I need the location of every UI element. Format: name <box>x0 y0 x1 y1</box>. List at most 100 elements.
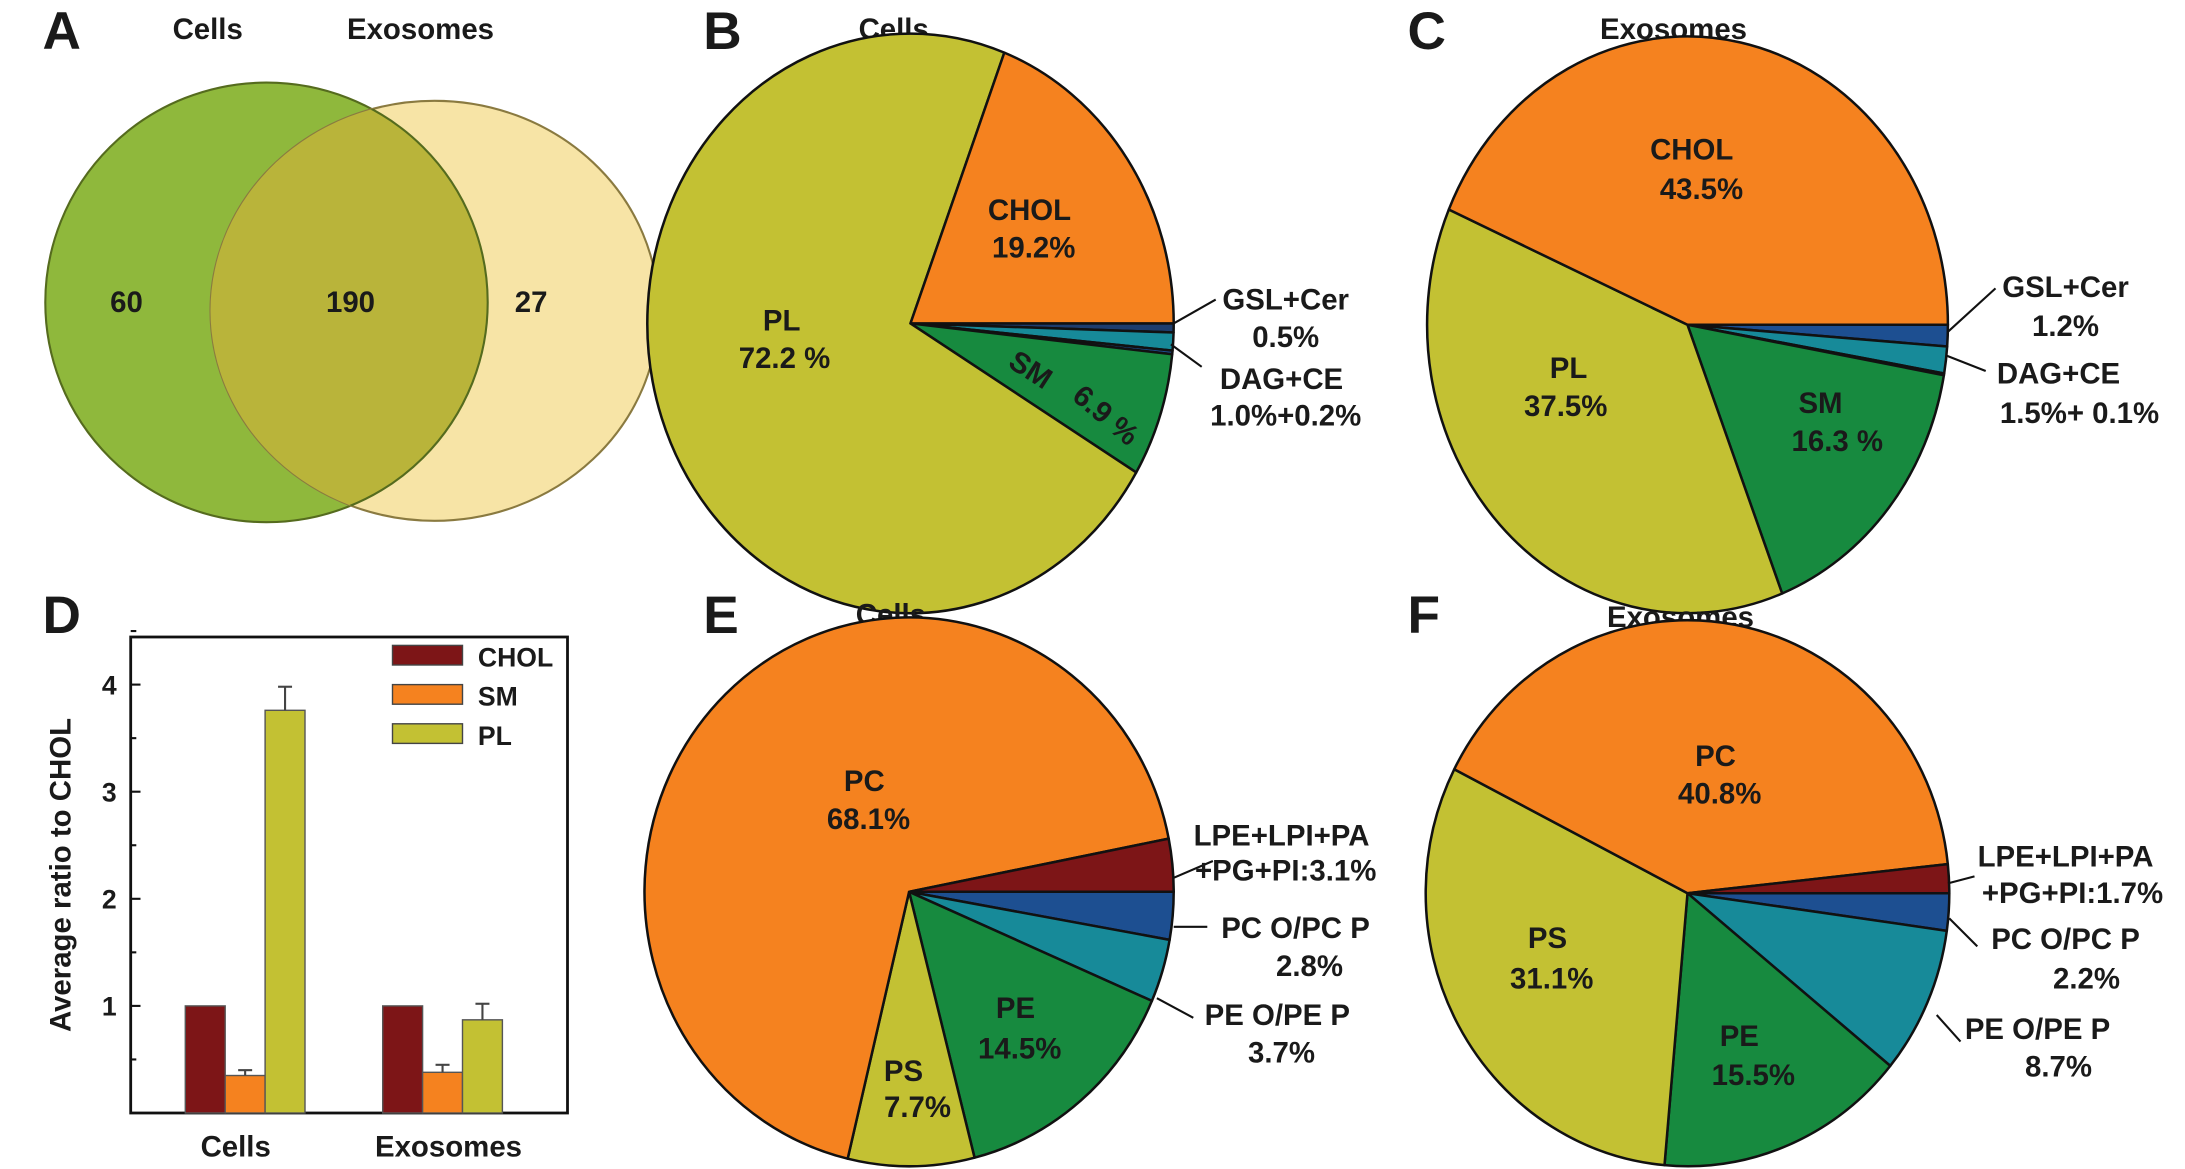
pie-slice-sm <box>909 322 1174 474</box>
y-axis: 1 2 3 4 <box>102 630 141 1061</box>
slice-value: 7.7% <box>884 1091 951 1124</box>
panel-label-a: A <box>43 2 81 61</box>
panel-label-d: D <box>43 586 81 645</box>
venn-set-label-cells: Cells <box>173 13 243 46</box>
slice-label: LPE+LPI+PA <box>1194 820 1370 853</box>
pie-slice-pe <box>1663 891 1892 1168</box>
slice-value: 1.2% <box>2032 310 2099 343</box>
slice-label: CHOL <box>1650 134 1733 167</box>
bar-chol-exosomes <box>382 1005 424 1114</box>
slice-label: PE O/PE P <box>1965 1013 2110 1046</box>
slice-label: GSL+Cer <box>2002 271 2129 304</box>
slice-value: 31.1% <box>1510 962 1593 995</box>
bar-pl-cells <box>264 709 306 1114</box>
legend-swatch-chol <box>391 644 464 666</box>
slice-label: PL <box>763 304 801 337</box>
pie-f <box>1424 618 1951 1168</box>
slice-label: PE <box>996 992 1035 1025</box>
panel-d: D Average ratio to CHOL 1 2 3 4 Cells Exoso… <box>43 586 569 1163</box>
legend-swatch-pl <box>391 723 464 745</box>
slice-label: PC O/PC P <box>1221 912 1370 945</box>
leader-line <box>1946 354 1987 372</box>
bar-sm-exosomes <box>421 1071 464 1114</box>
panel-a: A Cells Exosomes 60 190 27 <box>43 2 660 524</box>
panel-c: C Exosomes CHOL 43.5% PL 37.5% SM 16.3 %… <box>1408 2 2159 615</box>
pie-slice-lpe-lpi-pa-pg-pi <box>907 837 1175 894</box>
pie-slice-ps <box>846 890 976 1168</box>
x-tick-label: Cells <box>201 1130 271 1163</box>
pie-slice-pl <box>646 32 1138 615</box>
leader-line <box>1173 860 1214 879</box>
panel-label-c: C <box>1408 2 1446 61</box>
y-tick-label: 4 <box>102 670 117 700</box>
panel-b: B Cells CHOL 19.2% PL 72.2 % SM 6.9 % GS… <box>646 2 1361 615</box>
legend-label: PL <box>478 721 512 751</box>
y-tick-label: 2 <box>102 885 117 915</box>
slice-label: PC O/PC P <box>1991 923 2140 956</box>
slice-label: DAG+CE <box>1220 363 1343 396</box>
slice-value: 1.0%+0.2% <box>1210 400 1361 433</box>
slice-label: PC <box>844 765 885 798</box>
pie-slice-pe-o-pe-p <box>1686 891 1949 1068</box>
y-tick-label: 3 <box>102 778 117 808</box>
slice-value: 8.7% <box>2025 1051 2092 1084</box>
slice-value: 37.5% <box>1524 390 1607 423</box>
slice-value: 72.2 % <box>739 342 831 375</box>
slice-label: PS <box>884 1055 923 1088</box>
pie-c <box>1425 35 1950 615</box>
leader-line <box>1948 917 1979 948</box>
leader-line <box>1173 298 1217 325</box>
pie-slice-pe <box>907 890 1154 1159</box>
legend-swatch-sm <box>391 683 464 705</box>
bars <box>184 685 504 1114</box>
panel-label-e: E <box>703 586 738 645</box>
slice-value: 43.5% <box>1660 173 1743 206</box>
leader-line <box>1947 875 1975 885</box>
slice-value: +PG+PI:1.7% <box>1982 877 2163 910</box>
y-tick-label: 1 <box>102 992 117 1022</box>
slice-label: GSL+Cer <box>1222 283 1349 316</box>
legend: CHOL SM PL <box>391 642 553 751</box>
slice-value: 3.7% <box>1248 1037 1315 1070</box>
slice-label: LPE+LPI+PA <box>1978 841 2154 874</box>
slice-value: +PG+PI:3.1% <box>1195 855 1376 888</box>
slice-label: CHOL <box>988 194 1071 227</box>
slice-value: 40.8% <box>1678 778 1761 811</box>
slice-label: PC <box>1695 740 1736 773</box>
pie-slice-pl <box>1425 208 1784 615</box>
pie-slice-ps <box>1424 768 1689 1167</box>
slice-label: PE O/PE P <box>1205 999 1350 1032</box>
venn-set-label-exosomes: Exosomes <box>347 13 494 46</box>
slice-label: PS <box>1528 922 1567 955</box>
slice-label: SM <box>1798 387 1842 420</box>
bar-sm-cells <box>224 1074 266 1114</box>
venn-overlap <box>210 100 489 521</box>
slice-value: 68.1% <box>827 803 910 836</box>
leader-line <box>1935 1014 1962 1043</box>
pie-slice-pc <box>643 616 1170 1160</box>
leader-line <box>1170 343 1203 368</box>
slice-value: 16.3 % <box>1792 425 1884 458</box>
bar-chol-cells <box>184 1005 226 1114</box>
pie-e <box>643 616 1175 1168</box>
venn-count-both: 190 <box>326 286 375 319</box>
slice-value: 2.2% <box>2053 962 2120 995</box>
panel-label-b: B <box>703 2 741 61</box>
slice-value: 1.5%+ 0.1% <box>2000 397 2159 430</box>
panel-e: E Cells PC 68.1% PE 14.5% PS 7.7% LPE+LP… <box>643 586 1376 1168</box>
leader-line <box>1947 287 1997 333</box>
slice-value: 15.5% <box>1712 1059 1795 1092</box>
pie-slice-pc <box>1452 618 1950 895</box>
slice-value: 14.5% <box>978 1032 1061 1065</box>
y-axis-label: Average ratio to CHOL <box>45 718 78 1032</box>
leader-line <box>1156 997 1194 1019</box>
pie-slice-chol <box>1447 35 1950 327</box>
pie-b <box>646 32 1175 615</box>
panel-label-f: F <box>1408 586 1440 645</box>
plot-frame <box>129 635 569 1115</box>
legend-label: CHOL <box>478 642 553 672</box>
slice-value: 0.5% <box>1252 321 1319 354</box>
slice-value: 19.2% <box>992 232 1075 265</box>
slice-value: 2.8% <box>1276 950 1343 983</box>
